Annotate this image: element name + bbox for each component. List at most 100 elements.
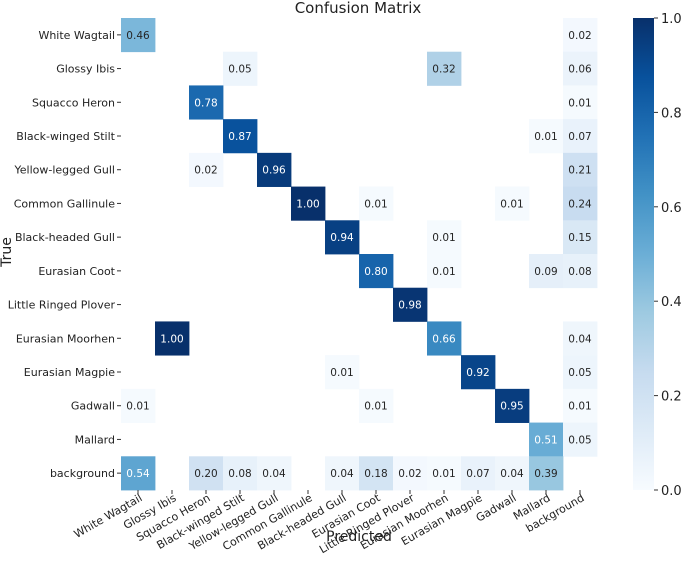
cell-value-label: 0.01 (364, 401, 387, 413)
y-tick-label: Eurasian Coot (38, 265, 115, 278)
cell-value-label: 0.08 (568, 266, 591, 278)
heatmap-cell (359, 456, 394, 491)
colorbar-tick-label: 0.6 (661, 201, 682, 216)
heatmap-cell (495, 186, 530, 221)
heatmap-cell (563, 186, 598, 221)
heatmap-cell (359, 254, 394, 289)
cell-value-label: 0.20 (194, 468, 217, 480)
y-tick-label: Black-headed Gull (15, 231, 115, 244)
cell-value-label: 0.02 (568, 30, 591, 42)
cell-value-label: 0.01 (126, 401, 149, 413)
y-axis-title: True (0, 237, 15, 268)
cell-value-label: 0.54 (126, 468, 150, 480)
cell-value-label: 0.08 (228, 468, 251, 480)
heatmap-cell (529, 456, 564, 491)
heatmap-cells: 0.46 0.02 0.05 0.32 0.06 0.78 0.01 0.87 0.01 0.07… (121, 18, 598, 491)
heatmap-cell (427, 51, 462, 86)
cell-value-label: 0.01 (330, 367, 353, 379)
cell-value-label: 0.01 (432, 232, 455, 244)
cell-value-label: 0.01 (568, 97, 591, 109)
heatmap-cell (427, 254, 462, 289)
cell-value-label: 0.01 (364, 198, 387, 210)
cell-value-label: 0.04 (262, 468, 286, 480)
cell-value-label: 0.21 (568, 165, 591, 177)
cell-value-label: 0.39 (534, 468, 557, 480)
chart-title: Confusion Matrix (295, 0, 422, 17)
heatmap-cell (529, 119, 564, 154)
cell-value-label: 1.00 (296, 198, 319, 210)
heatmap-cell (563, 119, 598, 154)
cell-value-label: 0.01 (534, 131, 557, 143)
cell-value-label: 0.01 (432, 266, 455, 278)
heatmap-cell (121, 18, 156, 53)
colorbar-tick-label: 0.8 (661, 106, 682, 121)
y-tick-label: Gadwall (71, 400, 115, 413)
colorbar-tick-label: 0.0 (661, 484, 682, 499)
cell-value-label: 0.92 (466, 367, 489, 379)
y-tick-label: Squacco Heron (32, 96, 115, 109)
heatmap-cell (461, 456, 496, 491)
y-tick-label: Glossy Ibis (56, 63, 115, 76)
heatmap-cell (359, 388, 394, 423)
cell-value-label: 0.78 (194, 97, 217, 109)
heatmap-cell (495, 456, 530, 491)
heatmap-cell (563, 85, 598, 120)
heatmap-cell (563, 422, 598, 457)
heatmap-cell (257, 456, 292, 491)
cell-value-label: 0.05 (228, 64, 251, 76)
heatmap-cell (223, 456, 258, 491)
cell-value-label: 0.06 (568, 64, 592, 76)
cell-value-label: 0.66 (432, 333, 456, 345)
cell-value-label: 0.87 (228, 131, 251, 143)
cell-value-label: 0.24 (568, 198, 592, 210)
heatmap-cell (325, 456, 360, 491)
heatmap-cell (393, 287, 428, 322)
heatmap-cell (563, 355, 598, 390)
y-tick-label: Black-winged Stilt (16, 130, 115, 143)
heatmap-cell (563, 51, 598, 86)
cell-value-label: 0.01 (500, 198, 523, 210)
cell-value-label: 0.05 (568, 367, 591, 379)
heatmap-cell (325, 355, 360, 390)
heatmap-cell (257, 152, 292, 187)
heatmap-cell (393, 456, 428, 491)
x-axis-title: Predicted (326, 529, 392, 545)
heatmap-cell (189, 152, 224, 187)
heatmap-cell (223, 51, 258, 86)
y-tick-label: Eurasian Magpie (24, 366, 115, 379)
cell-value-label: 0.02 (194, 165, 217, 177)
y-tick-label: White Wagtail (38, 29, 115, 42)
cell-value-label: 0.04 (500, 468, 524, 480)
heatmap-cell (529, 422, 564, 457)
heatmap-cell (291, 186, 326, 221)
colorbar-ticks: 0.0 0.2 0.4 0.6 0.8 1.0 (654, 12, 682, 499)
cell-value-label: 0.04 (568, 333, 592, 345)
heatmap-cell (563, 321, 598, 356)
cell-value-label: 0.04 (330, 468, 354, 480)
y-tick-label: Yellow-legged Gull (14, 164, 115, 177)
cell-value-label: 1.00 (160, 333, 183, 345)
colorbar-tick-label: 0.2 (661, 390, 682, 405)
heatmap-cell (427, 321, 462, 356)
cell-value-label: 0.80 (364, 266, 387, 278)
heatmap-cell (563, 388, 598, 423)
heatmap-cell (189, 85, 224, 120)
cell-value-label: 0.98 (398, 300, 421, 312)
cell-value-label: 0.51 (534, 434, 557, 446)
cell-value-label: 0.46 (126, 30, 150, 42)
heatmap-cell (121, 456, 156, 491)
heatmap-cell (325, 220, 360, 255)
heatmap-cell (563, 152, 598, 187)
y-tick-label: Mallard (75, 433, 115, 446)
cell-value-label: 0.95 (500, 401, 523, 413)
heatmap-cell (223, 119, 258, 154)
y-tick-label: Common Gallinule (14, 197, 115, 210)
cell-value-label: 0.15 (568, 232, 591, 244)
y-tick-label: background (50, 467, 115, 480)
heatmap-cell (529, 254, 564, 289)
colorbar (633, 18, 654, 490)
y-tick-label: Little Ringed Plover (8, 299, 116, 312)
heatmap-cell (495, 388, 530, 423)
cell-value-label: 0.96 (262, 165, 286, 177)
